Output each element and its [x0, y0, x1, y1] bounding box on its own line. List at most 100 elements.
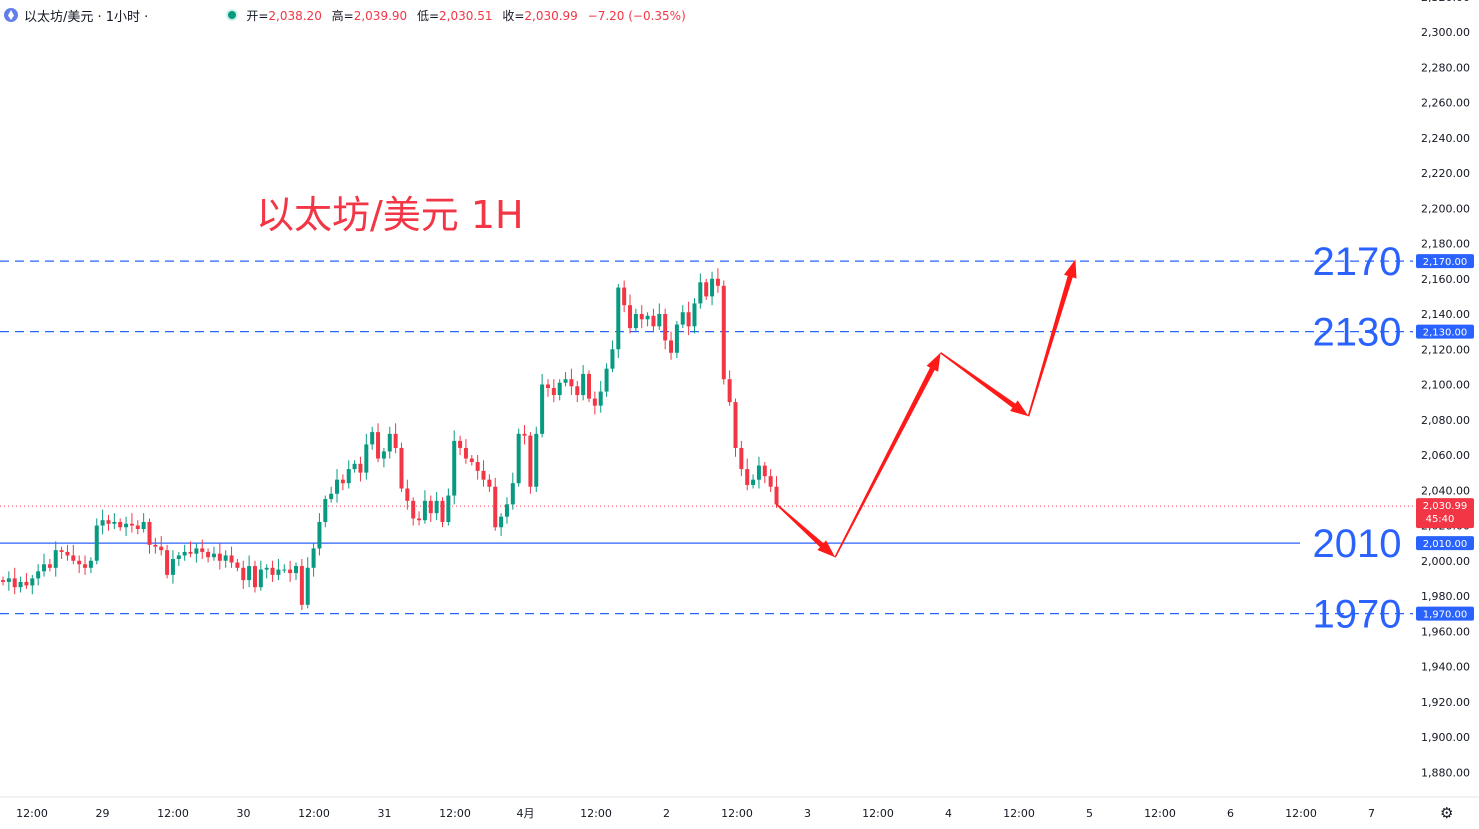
time-tick-label: 12:00	[1003, 807, 1035, 820]
candle-body	[645, 315, 650, 320]
candle-body	[545, 384, 550, 389]
candle-body	[6, 578, 11, 582]
candle	[258, 560, 263, 591]
candle	[159, 536, 164, 556]
gear-icon[interactable]: ⚙	[1440, 804, 1454, 822]
candle-body	[475, 462, 480, 471]
level-label-2010: 2010	[1313, 522, 1402, 566]
high-label: 高=	[331, 8, 354, 23]
candle	[129, 513, 134, 533]
candle	[88, 557, 93, 574]
time-tick-label: 12:00	[1144, 807, 1176, 820]
level-tag-2130: 2,130.00	[1416, 324, 1474, 339]
candle	[680, 305, 685, 329]
candle-body	[411, 500, 416, 519]
candle	[294, 562, 298, 581]
market-status-icon	[228, 11, 237, 19]
candle-body	[206, 551, 211, 558]
candle	[299, 558, 304, 611]
candle	[575, 380, 580, 403]
candle-body	[159, 546, 164, 551]
price-tick-label: 2,060.00	[1421, 449, 1470, 462]
candle	[200, 539, 205, 559]
time-tick-label: 31	[378, 807, 392, 820]
level-tag-2010: 2,010.00	[1416, 536, 1474, 551]
candle-body	[516, 433, 521, 484]
candle-body	[370, 432, 375, 445]
candle-body	[299, 566, 304, 605]
candle	[674, 321, 679, 359]
candle	[751, 474, 756, 489]
candle-body	[639, 314, 644, 320]
time-tick-label: 30	[237, 807, 251, 820]
candle	[71, 544, 76, 565]
candle	[305, 557, 310, 609]
candle	[657, 303, 662, 330]
candle-body	[774, 486, 779, 505]
candle	[329, 486, 334, 503]
candle-body	[698, 282, 703, 304]
candle	[739, 440, 744, 477]
candle	[381, 447, 386, 468]
price-tick-label: 2,200.00	[1421, 202, 1470, 215]
candle	[704, 278, 709, 300]
candle	[217, 543, 222, 570]
price-tick-label: 2,300.00	[1421, 26, 1470, 39]
level-tag-bg	[1416, 254, 1474, 269]
price-tick-label: 2,280.00	[1421, 61, 1470, 74]
countdown-timer: 45:40	[1426, 514, 1455, 525]
candle	[340, 474, 345, 491]
candle	[211, 546, 216, 561]
candle	[247, 555, 252, 588]
candle-body	[499, 516, 504, 528]
open-value: 2,038.20	[268, 8, 322, 23]
candle-body	[317, 521, 322, 549]
candle	[768, 469, 773, 493]
candle-body	[18, 581, 23, 588]
candle	[557, 379, 562, 401]
candle	[94, 518, 99, 565]
low-value: 2,030.51	[439, 8, 493, 23]
candle-body	[686, 312, 691, 327]
open-label: 开=	[246, 8, 269, 23]
candle	[645, 312, 650, 327]
candle-body	[311, 548, 316, 568]
price-tick-label: 2,120.00	[1421, 343, 1470, 356]
candle-body	[141, 521, 146, 530]
candle	[686, 301, 691, 336]
candle-body	[628, 305, 633, 329]
candle-body	[551, 388, 556, 396]
candle-body	[604, 368, 609, 392]
candle	[335, 469, 340, 503]
symbol-label[interactable]: 以太坊/美元 · 1小时 ·	[24, 9, 149, 25]
price-tick-label: 2,180.00	[1421, 238, 1470, 251]
level-label-2130: 2130	[1313, 311, 1402, 355]
candle-body	[522, 433, 527, 436]
candle-body	[422, 500, 427, 521]
candle	[698, 273, 703, 309]
candle	[100, 509, 105, 535]
price-tick-label: 2,260.00	[1421, 97, 1470, 110]
candle	[112, 513, 117, 530]
level-tag-bg	[1416, 324, 1474, 339]
candle	[715, 268, 720, 293]
candle-body	[223, 555, 228, 561]
candle-body	[405, 488, 410, 501]
candle-body	[557, 382, 562, 396]
candle	[727, 370, 732, 406]
candle	[124, 516, 129, 537]
candle	[24, 573, 29, 589]
candle-body	[540, 384, 545, 434]
candle-body	[153, 544, 158, 547]
candle-body	[458, 440, 463, 448]
candle-body	[762, 465, 767, 477]
candle	[229, 546, 234, 568]
last-price-tag: 2,030.99 45:40	[1416, 498, 1474, 529]
price-tick-label: 2,040.00	[1421, 484, 1470, 497]
candle-body	[30, 578, 35, 586]
candle-body	[135, 525, 140, 530]
candle-body	[616, 287, 621, 350]
candle-body	[165, 550, 170, 575]
candle	[153, 537, 158, 554]
